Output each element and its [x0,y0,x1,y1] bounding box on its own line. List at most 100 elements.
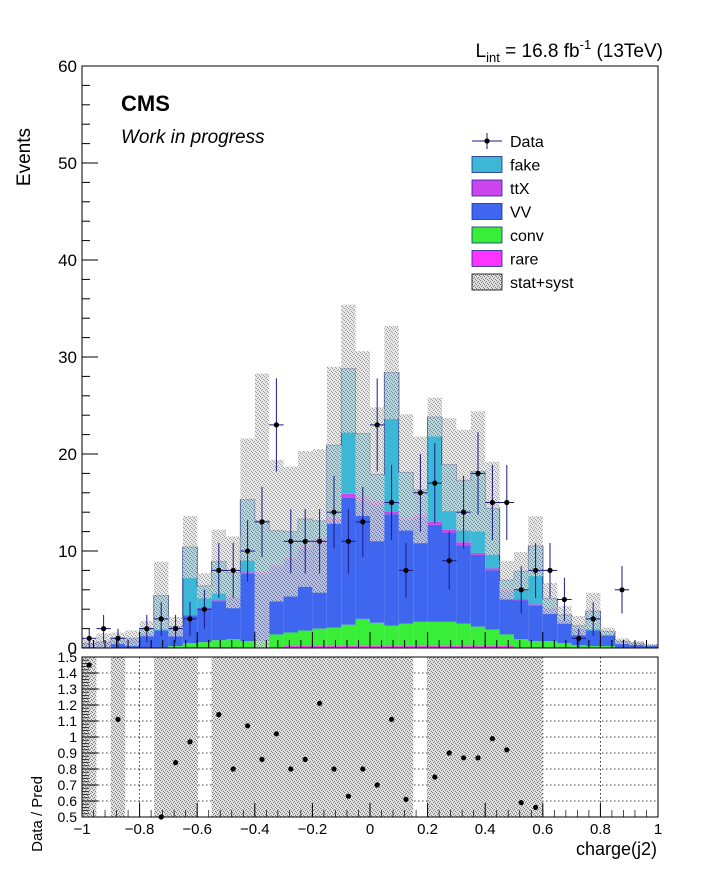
bar-VV-30 [514,600,529,640]
ratio-y-tick-label: 1 [69,729,77,745]
data-point [475,470,481,476]
bar-rare-17 [326,646,342,648]
bar-VV-17 [326,520,342,628]
data-points [82,378,630,648]
syst-band-bin-38 [629,641,644,646]
ratio-point [374,782,380,788]
bar-rare-29 [499,646,514,648]
bar-ttX-9 [211,600,226,602]
legend-entry-fake: fake [471,156,540,175]
ratio-uncertainty-band [82,657,543,817]
bar-conv-31 [528,641,543,648]
ratio-point [446,750,452,756]
data-point [144,626,150,632]
ratio-band-bin-13 [269,657,284,817]
data-point [561,596,568,603]
ratio-band-bin-17 [326,657,342,817]
ratio-point [389,716,395,723]
ratio-point [504,747,510,753]
bar-conv-14 [283,632,298,647]
syst-band-bin-32 [542,583,558,615]
bar-conv-35 [586,646,601,648]
bar-conv-29 [499,634,514,647]
legend-swatch-fake [471,156,503,173]
bar-VV-31 [528,605,543,642]
bar-rare-27 [470,646,486,648]
data-point [259,519,265,525]
bar-VV-35 [586,630,601,647]
data-point [158,616,164,622]
data-point [345,538,351,544]
x-tick-label: 0.6 [532,821,553,838]
ratio-point [273,731,279,737]
bar-VV-24 [427,524,442,622]
ratio-band-bin-18 [341,657,356,817]
bar-ttX-24 [427,521,442,525]
ratio-point [115,716,121,723]
ratio-point [489,736,495,742]
bar-conv-21 [384,625,399,647]
legend-entry-rare: rare [471,250,539,269]
ratio-y-tick-label: 1.3 [58,681,78,697]
bar-conv-25 [442,621,457,647]
luminosity-label: Lint = 16.8 fb-1 (13TeV) [476,37,663,65]
ratio-y-tick-label: 0.7 [58,777,78,793]
data-point [302,538,308,544]
ratio-band-bin-25 [442,657,457,817]
bar-ttX-31 [528,604,543,606]
data-point [86,635,92,641]
data-point [201,606,207,612]
legend-entry-VV: VV [471,203,532,222]
bar-conv-11 [240,641,255,648]
bar-VV-36 [600,635,615,647]
bar-ttX-28 [485,568,500,571]
ratio-point [518,800,524,806]
legend-swatch-ttX [471,179,503,197]
bar-conv-22 [398,623,414,647]
cms-label: CMS [121,91,170,116]
syst-band-bin-17 [326,366,342,524]
bar-conv-23 [413,621,428,647]
data-point [446,558,452,564]
legend-swatch-VV [471,203,503,220]
syst-band-bin-22 [398,414,414,531]
y-tick-label: 40 [58,251,77,270]
bar-rare-14 [283,646,298,648]
ratio-point [317,700,323,707]
bar-rare-25 [442,646,457,648]
y-tick-label: 60 [58,57,77,76]
syst-band-bin-24 [427,397,442,437]
ratio-point [259,756,265,763]
bar-conv-36 [600,646,615,648]
x-tick-label: 0.4 [475,821,496,838]
ratio-band-bin-15 [298,657,313,817]
bar-conv-20 [370,622,385,647]
syst-band-bin-37 [614,638,630,645]
bar-conv-9 [211,640,226,648]
bar-rare-22 [398,646,414,648]
ratio-y-tick-label: 1.1 [58,713,78,729]
work-in-progress-label: Work in progress [121,127,265,148]
y-tick-label: 10 [58,542,77,561]
bar-VV-21 [384,514,399,626]
data-point [518,587,524,593]
ratio-band-bin-20 [370,657,385,817]
data-point [245,548,251,554]
x-tick-label: −1 [73,821,90,838]
data-point [403,567,409,574]
data-point [101,626,107,632]
ratio-band-bin-19 [355,657,370,817]
syst-band-bin-3 [125,630,140,647]
ratio-band-bin-21 [384,657,399,817]
data-point [288,538,294,544]
ratio-band-bin-22 [398,657,414,817]
bar-conv-32 [542,641,558,648]
syst-band-bin-34 [571,615,586,636]
bar-conv-13 [269,634,284,648]
data-point [360,519,366,525]
ratio-band-bin-26 [456,657,471,817]
ratio-y-tick-label: 0.9 [58,745,78,761]
x-tick-label: 1 [654,821,662,838]
ratio-point [302,756,308,763]
